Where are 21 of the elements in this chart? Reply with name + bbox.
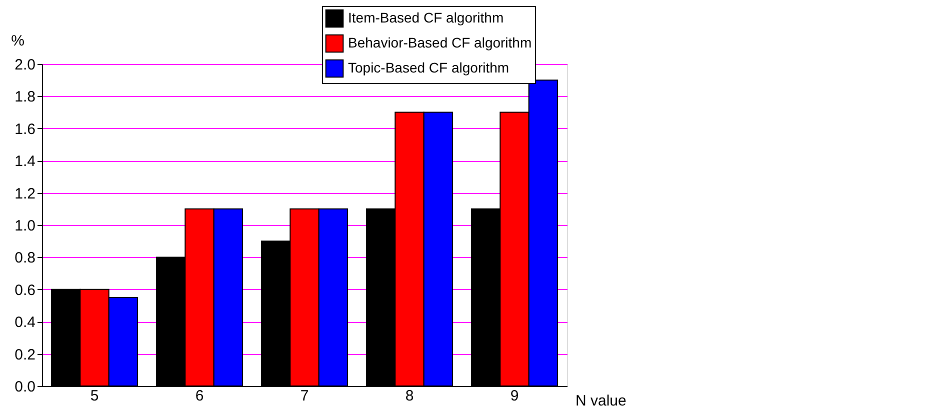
y-axis-title: % [11, 32, 24, 50]
y-tick-label: 1.8 [14, 88, 36, 106]
y-tick-label: 1.4 [14, 153, 36, 170]
x-tick-label: 6 [195, 388, 204, 404]
y-tick-label: 0.0 [14, 378, 36, 396]
y-tick-label: 2.0 [14, 56, 36, 74]
y-tick-label: 1.6 [14, 120, 36, 138]
y-tick-label: 0.8 [14, 250, 36, 267]
x-tick-label: 8 [405, 388, 414, 404]
y-tick-label: 1.0 [14, 218, 36, 234]
y-tick-label: 0.2 [14, 346, 36, 364]
legend-label: Behavior-Based CF algorithm [348, 34, 532, 50]
x-tick-label: 5 [90, 388, 99, 404]
x-tick-label: 9 [510, 388, 519, 404]
y-tick-label: 1.2 [14, 185, 36, 202]
y-tick-label: 0.4 [14, 314, 36, 332]
legend-label: Item-Based CF algorithm [348, 10, 504, 26]
legend-label: Topic-Based CF algorithm [348, 60, 510, 76]
x-tick-label: 7 [300, 388, 309, 404]
x-axis-title: N value [576, 392, 626, 410]
y-tick-label: 0.6 [14, 282, 36, 299]
